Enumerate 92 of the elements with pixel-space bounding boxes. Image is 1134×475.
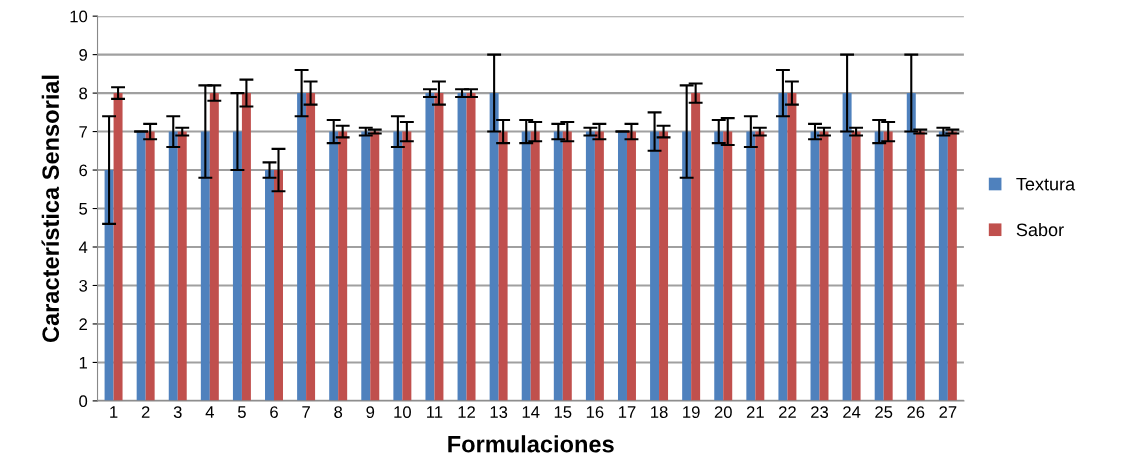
bar [553,131,563,401]
bar [691,93,701,401]
x-tick-label: 2 [141,406,150,418]
x-tick-label: 1 [110,406,118,418]
x-tick-label: 16 [586,406,604,418]
x-tick-label: 19 [683,406,700,418]
bar [457,93,467,401]
x-tick-label: 11 [427,406,443,418]
y-tick-label: 9 [79,49,88,61]
legend-label: Sabor [1016,222,1064,237]
bar [274,170,283,401]
bar [594,131,604,401]
y-tick-label: 0 [79,395,88,408]
y-tick-label: 6 [79,164,88,177]
bar [617,131,627,401]
legend-label: Textura [1016,177,1076,191]
x-tick-label: 23 [811,406,829,418]
bar [626,131,636,401]
x-tick-label: 15 [554,406,572,418]
x-tick-label: 17 [618,406,636,418]
bar [232,131,242,401]
bar [136,131,146,401]
x-tick-label: 18 [651,406,668,418]
bar [168,131,178,401]
bar [361,131,371,401]
bar [434,93,444,401]
x-tick-label: 27 [939,406,957,418]
x-tick-label: 3 [173,406,182,418]
y-tick-label: 2 [79,318,87,330]
bar [585,131,595,401]
bar [498,131,508,401]
y-tick-label: 8 [79,87,88,100]
bar [562,131,572,401]
bar [297,93,307,401]
x-tick-label: 8 [334,406,343,418]
bar [650,131,660,401]
bar [883,131,893,401]
bar [393,131,403,401]
bar [521,131,531,401]
x-tick-label: 21 [746,406,764,418]
bar [874,131,884,401]
x-tick-label: 6 [270,406,278,418]
bar [104,170,114,401]
x-tick-label: 5 [237,406,246,418]
x-axis-title: Formulaciones [448,435,614,453]
x-tick-label: 22 [778,406,796,418]
bar [778,93,788,401]
bar [113,93,123,401]
x-tick-label: 7 [302,406,310,418]
bar [489,93,499,401]
bar [338,131,348,401]
x-tick-label: 13 [490,406,508,418]
bar [306,93,316,401]
bar [209,93,219,401]
y-tick-label: 1 [79,357,87,369]
bar [145,131,155,401]
x-tick-label: 25 [875,406,893,418]
y-tick-label: 5 [79,203,88,215]
bar [329,131,339,401]
x-tick-label: 10 [394,406,411,418]
bar [723,131,733,401]
y-axis-title: Característica Sensorial [41,75,60,343]
x-tick-label: 9 [366,406,375,418]
y-tick-label: 3 [79,279,88,292]
bar [425,93,435,401]
bar [714,131,724,401]
bar [200,131,210,401]
bar [746,131,756,401]
bar [265,170,275,401]
bar [241,93,251,401]
x-tick-label: 12 [458,406,475,418]
x-tick-label: 26 [907,406,925,418]
bar [938,131,948,401]
y-tick-label: 4 [78,241,88,254]
bar [851,131,861,401]
bar [842,93,852,401]
bar [682,131,692,401]
bar [466,93,476,401]
bar [810,131,820,401]
x-tick-label: 20 [714,406,732,418]
x-tick-label: 24 [843,406,861,418]
bar [787,93,797,401]
bar [659,131,669,401]
bar [530,131,540,401]
y-tick-label: 10 [70,10,88,23]
bar [177,131,187,401]
bar [906,93,916,401]
bar [402,131,412,401]
y-tick-label: 7 [79,126,87,138]
x-tick-label: 14 [522,406,540,418]
bar [755,131,765,401]
x-tick-label: 4 [205,406,214,418]
